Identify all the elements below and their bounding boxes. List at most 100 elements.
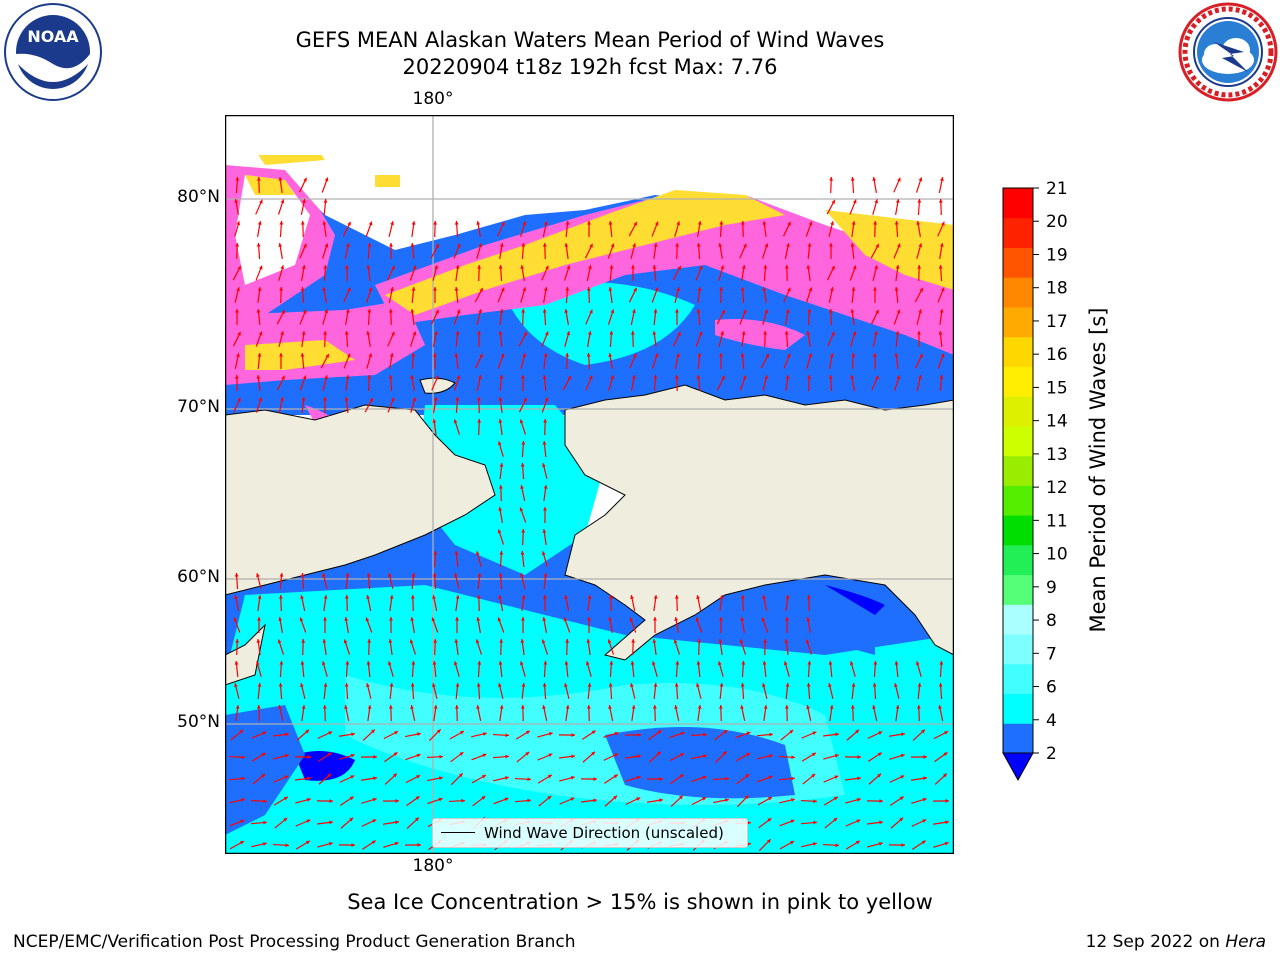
wave-arrow-head — [855, 729, 860, 734]
wave-arrow-head — [498, 573, 503, 577]
wave-arrow-head — [587, 617, 591, 621]
wave-arrow-head — [762, 221, 767, 225]
wave-arrow-head — [305, 729, 310, 734]
wave-arrow-head — [498, 397, 503, 401]
wave-arrow-head — [878, 841, 883, 846]
wave-arrow-head — [740, 221, 745, 225]
wave-arrow-head — [520, 265, 525, 269]
wave-arrow-head — [261, 752, 266, 757]
wave-arrow-head — [458, 773, 463, 778]
wave-arrow-head — [633, 221, 637, 226]
wave-arrow-head — [833, 796, 838, 801]
wave-arrow-head — [300, 573, 305, 577]
wave-arrow-head — [439, 754, 443, 759]
wave-arrow-head — [806, 595, 811, 599]
colorbar-tick-label: 14 — [1046, 412, 1068, 432]
wave-arrow-head — [938, 683, 943, 687]
wave-arrow-head — [923, 755, 927, 759]
wave-arrow-head — [548, 753, 553, 758]
chart-subtitle: 20220904 t18z 192h fcst Max: 7.76 — [402, 55, 778, 79]
wind-wave-arrows — [228, 176, 950, 852]
wave-arrow-head — [852, 199, 857, 204]
wave-arrow-head — [498, 265, 503, 269]
wave-arrow-head — [307, 755, 311, 759]
wave-arrow-head — [565, 705, 570, 709]
wave-arrow-head — [563, 617, 568, 622]
wave-arrow-head — [476, 683, 481, 687]
wave-arrow-head — [696, 243, 701, 247]
wave-arrow-head — [945, 820, 949, 825]
wave-arrow-head — [679, 774, 684, 778]
colorbar-bin — [1003, 306, 1033, 338]
wave-arrow-head — [857, 776, 861, 781]
wave-arrow-head — [587, 221, 591, 225]
wave-arrow-head — [720, 265, 725, 270]
wave-arrow-head — [278, 595, 283, 599]
wave-arrow-head — [390, 397, 395, 402]
wave-arrow-head — [477, 419, 482, 423]
wave-arrow-head — [565, 639, 570, 643]
wave-arrow-head — [680, 753, 685, 757]
wave-arrow-head — [411, 353, 416, 357]
colorbar-tick-label: 12 — [1046, 478, 1068, 498]
wave-arrow-head — [478, 243, 483, 248]
wave-arrow-head — [520, 573, 524, 578]
wave-arrow-head — [455, 683, 460, 687]
wave-arrow-head — [741, 265, 746, 269]
wave-arrow-head — [505, 754, 509, 759]
wave-arrow-head — [542, 683, 547, 687]
wave-arrow-head — [257, 595, 262, 599]
wave-arrow-head — [410, 705, 414, 710]
wave-arrow-head — [830, 287, 834, 292]
wave-arrow-head — [543, 419, 548, 423]
wave-arrow-head — [258, 331, 263, 336]
wave-arrow-head — [321, 661, 326, 666]
wave-arrow-head — [703, 754, 707, 759]
wave-arrow-head — [454, 353, 459, 357]
wave-arrow-head — [586, 705, 591, 709]
wave-arrow-head — [746, 731, 751, 736]
wave-arrow-head — [475, 551, 480, 556]
wave-arrow-head — [542, 375, 547, 379]
wave-arrow-head — [497, 529, 502, 534]
wave-arrow-head — [631, 375, 636, 379]
wave-arrow-head — [806, 617, 811, 621]
footer-date: 12 Sep 2022 on Hera — [1086, 932, 1266, 952]
map-legend: Wind Wave Direction (unscaled) — [432, 818, 748, 848]
wave-arrow-head — [395, 820, 399, 825]
wave-arrow-head — [767, 797, 772, 801]
wave-arrow-head — [240, 798, 245, 802]
wave-arrow-head — [278, 683, 283, 687]
wave-arrow-head — [742, 375, 747, 380]
wave-arrow-head — [607, 639, 612, 644]
wave-arrow-head — [674, 683, 679, 687]
wave-arrow-head — [520, 705, 525, 709]
wave-arrow-head — [807, 661, 812, 665]
wave-arrow-head — [762, 661, 767, 665]
wave-arrow-head — [807, 309, 812, 313]
wave-arrow-head — [411, 221, 416, 225]
wave-arrow-head — [454, 221, 459, 225]
wave-arrow-head — [545, 265, 549, 270]
wave-arrow-head — [525, 730, 530, 735]
wave-arrow-head — [894, 287, 899, 291]
wave-arrow-head — [395, 799, 399, 803]
wave-arrow-head — [849, 661, 854, 666]
wave-arrow-head — [410, 375, 415, 379]
wave-arrow-head — [237, 397, 241, 402]
wave-arrow-head — [235, 639, 240, 643]
wave-arrow-head — [609, 265, 614, 269]
wave-arrow-head — [499, 551, 504, 555]
wave-arrow-head — [613, 774, 618, 779]
wave-arrow-head — [633, 353, 637, 358]
wave-arrow-head — [499, 309, 504, 313]
wave-arrow-head — [632, 243, 636, 248]
wave-arrow-head — [653, 683, 658, 687]
wave-arrow-head — [234, 661, 239, 665]
wave-arrow-head — [652, 705, 657, 709]
wave-arrow-head — [593, 798, 597, 803]
wave-arrow-head — [790, 819, 795, 824]
wave-arrow-head — [785, 683, 790, 687]
wave-arrow-head — [608, 595, 613, 599]
wave-arrow-head — [415, 796, 420, 800]
